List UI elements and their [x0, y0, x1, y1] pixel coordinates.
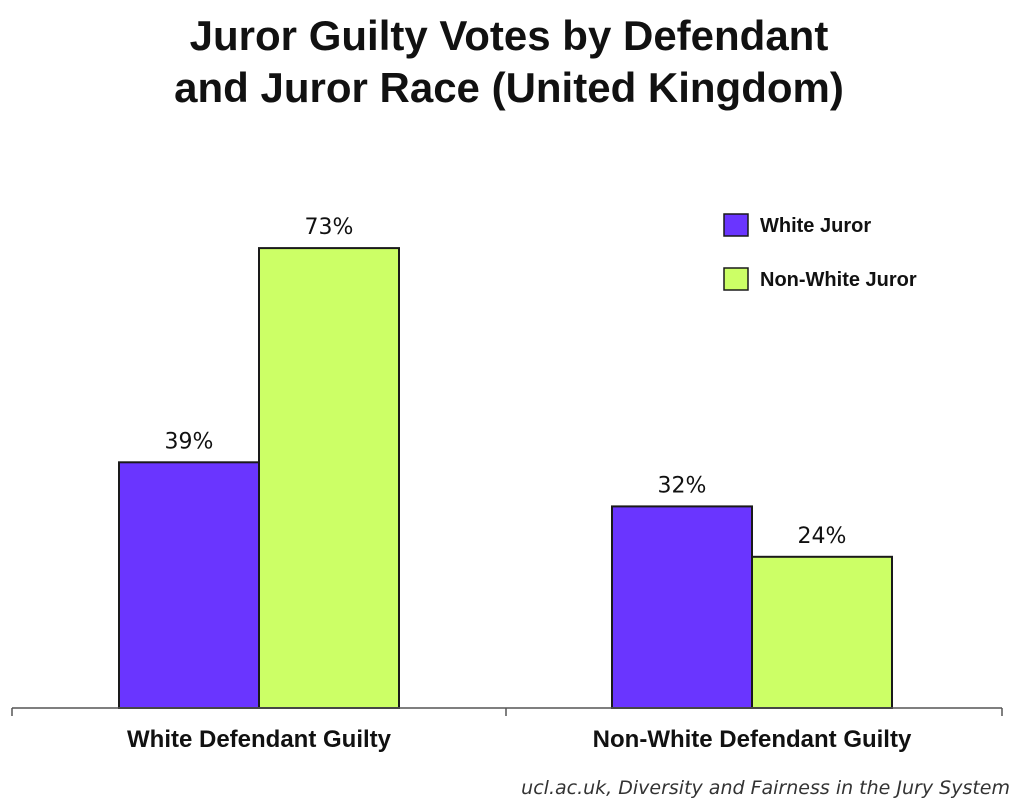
category-label-1: White Defendant Guilty [127, 726, 392, 753]
title-line-1: Juror Guilty Votes by Defendant [189, 12, 829, 59]
value-label-1-2: 32% [658, 473, 707, 498]
chart-title: Juror Guilty Votes by Defendant and Juro… [0, 10, 1018, 114]
value-label-2-2: 24% [798, 524, 847, 549]
category-label-2: Non-White Defendant Guilty [593, 726, 912, 753]
legend-label-2: Non-White Juror [760, 269, 917, 291]
bar-2-2 [751, 555, 893, 709]
bar-2-1 [258, 247, 400, 709]
legend-swatch-2 [723, 267, 749, 291]
bar-1-1 [118, 461, 260, 709]
bar-1-2 [611, 505, 753, 709]
source-caption: ucl.ac.uk, Diversity and Fairness in the… [521, 777, 1010, 799]
legend-label-1: White Juror [760, 215, 871, 237]
legend-swatch-1 [723, 213, 749, 237]
title-line-2: and Juror Race (United Kingdom) [174, 64, 844, 111]
value-label-1-1: 39% [165, 429, 214, 454]
value-label-2-1: 73% [305, 215, 354, 240]
